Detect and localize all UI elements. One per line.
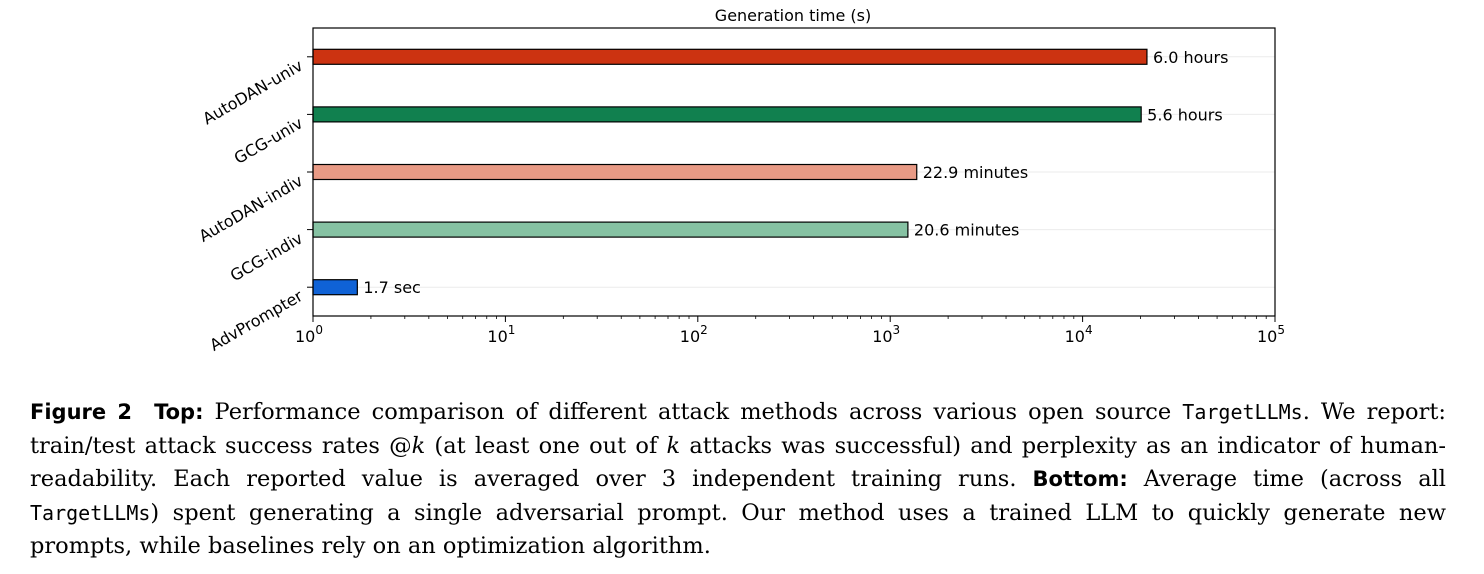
caption-text-6: ) spent generating a single adversarial … [30,499,1446,560]
top-label: Top: [154,400,204,424]
x-tick-label: 102 [680,323,708,346]
figure-label: Figure 2 [30,400,132,424]
axes: AutoDAN-univGCG-univAutoDAN-indivGCG-ind… [196,27,1285,355]
x-tick-exponent: 5 [1277,323,1285,337]
code-targetllms-1: TargetLLMs [1182,400,1303,424]
x-tick-label: 103 [872,323,900,346]
bar-value-label: 22.9 minutes [923,163,1028,182]
category-label: AdvPrompter [206,286,306,355]
bar-advprompter [312,279,358,296]
bar-autodan-indiv [312,163,918,181]
category-label: GCG-univ [231,113,306,167]
bar-value-label: 20.6 minutes [914,221,1019,240]
x-tick-exponent: 0 [315,323,323,337]
x-tick-exponent: 4 [1085,323,1093,337]
category-label: GCG-indiv [227,229,306,286]
x-tick-exponent: 2 [700,323,708,337]
bar-gcg-univ [312,106,1142,123]
caption-text-2: . We report: train/test attack success r… [30,399,1446,459]
caption-text-1: Performance comparison of different atta… [203,399,1183,425]
x-tick-label: 101 [487,323,515,346]
bar-value-label: 5.6 hours [1147,105,1223,124]
x-tick-label: 100 [295,323,323,346]
caption-text-3: (at least one out of [425,432,667,459]
bar-value-label: 6.0 hours [1153,48,1229,67]
x-tick-exponent: 1 [508,323,516,337]
figure-caption: Figure 2 Top: Performance comparison of … [30,396,1446,564]
x-tick-label: 104 [1065,323,1093,346]
bar-gcg-indiv [312,221,909,238]
bottom-label: Bottom: [1032,467,1128,491]
x-tick-exponent: 3 [893,323,901,337]
plot-frame [312,27,1276,317]
bars: 6.0 hours 5.6 hours 22.9 minutes 20.6 minut… [312,48,1229,297]
chart-title: Generation time (s) [715,6,871,25]
math-k-2: k [666,432,681,459]
code-targetllms-2: TargetLLMs [30,500,151,525]
caption-text-5: Average time (across all [1127,466,1446,492]
math-k-1: k [411,432,426,459]
x-tick-label: 105 [1257,323,1285,346]
bar-autodan-univ [312,48,1148,65]
bar-value-label: 1.7 sec [363,278,421,297]
caption-text-4: attacks was successful) and perplexity a… [30,432,1447,493]
